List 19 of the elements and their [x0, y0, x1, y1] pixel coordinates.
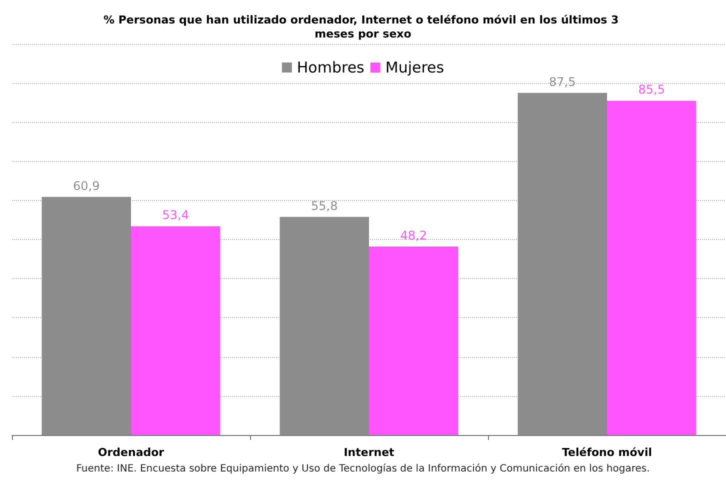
bar [280, 216, 369, 435]
source-note: Fuente: INE. Encuesta sobre Equipamiento y Uso de Tecnologías de la Información y Comunicación en los hogares. [76, 464, 650, 474]
x-tick-label: Internet [344, 446, 394, 459]
data-label: 55,8 [311, 198, 338, 213]
bar [607, 100, 696, 435]
bar [369, 246, 458, 435]
data-label: 60,9 [73, 178, 100, 193]
chart-title: % Personas que han utilizado ordenador, Internet o teléfono móvil en los últimos 3 meses por sexo [104, 14, 622, 40]
data-label: 53,4 [162, 208, 189, 222]
bar [518, 92, 607, 435]
bar [42, 196, 131, 435]
data-label: 48,2 [400, 228, 427, 243]
x-tick-label: Teléfono móvil [562, 446, 652, 459]
legend-label: Mujeres [385, 58, 444, 76]
data-label: 87,5 [549, 74, 576, 89]
data-label: 85,5 [638, 82, 665, 97]
bar [131, 226, 220, 435]
x-tick-label: Ordenador [98, 446, 165, 459]
legend-label: Hombres [296, 58, 365, 76]
